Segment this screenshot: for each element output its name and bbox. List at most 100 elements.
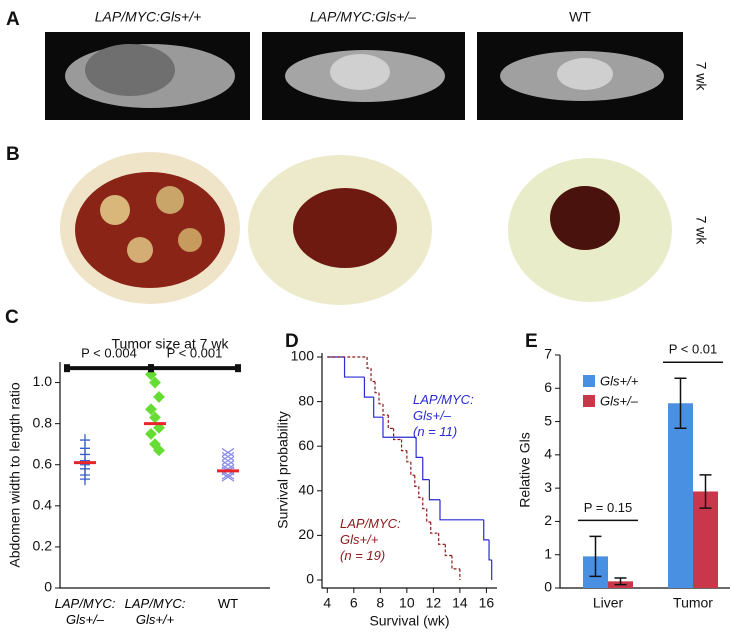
error-bar xyxy=(674,377,687,429)
data-point xyxy=(221,447,235,457)
series-label: LAP/MYC: Gls+/+ (n = 19) xyxy=(340,516,401,563)
y-tick-label: 60 xyxy=(298,437,314,453)
survival-step xyxy=(418,486,423,499)
survival-step xyxy=(370,368,376,383)
panel-letter: B xyxy=(6,144,20,165)
survival-step xyxy=(415,437,423,458)
survival-step xyxy=(366,357,372,369)
y-tick-label: 0.8 xyxy=(33,414,53,430)
data-point xyxy=(153,391,165,403)
data-point xyxy=(221,460,235,470)
y-tick-label: 5 xyxy=(544,412,552,428)
data-point xyxy=(221,456,235,466)
y-axis-label: Survival probability xyxy=(275,411,291,529)
survival-step xyxy=(430,522,439,534)
survival-step xyxy=(426,508,431,523)
data-point xyxy=(153,421,165,434)
legend-label: Gls+/– xyxy=(600,393,639,408)
bar xyxy=(668,403,693,588)
x-tick-label: 14 xyxy=(452,595,468,611)
time-label: 7 wk xyxy=(693,216,709,246)
y-tick-label: 100 xyxy=(291,348,315,364)
data-point xyxy=(145,403,157,416)
survival-step xyxy=(444,544,452,557)
x-tick-label: 10 xyxy=(399,595,415,611)
x-tick-label: 12 xyxy=(426,595,442,611)
survival-step xyxy=(343,357,365,378)
data-point xyxy=(221,472,235,482)
legend-label: Gls+/+ xyxy=(600,373,639,388)
y-tick-label: 1.0 xyxy=(33,373,53,389)
panel-letter: C xyxy=(5,307,19,328)
p-value: P = 0.15 xyxy=(584,500,633,515)
survival-step xyxy=(406,450,411,463)
x-axis-label: Survival (wk) xyxy=(369,613,449,629)
y-tick-label: 20 xyxy=(298,526,314,542)
survival-step xyxy=(374,381,380,394)
error-bar xyxy=(589,535,602,578)
series-label: LAP/MYC: Gls+/– (n = 11) xyxy=(413,392,474,439)
x-tick-label: LAP/MYC: Gls+/+ xyxy=(124,596,186,627)
y-tick-label: 6 xyxy=(544,379,552,395)
y-axis-label: Relative Gls xyxy=(517,432,533,507)
y-tick-label: 0 xyxy=(44,579,52,595)
data-point xyxy=(145,427,157,440)
legend-swatch xyxy=(583,375,595,387)
y-tick-label: 2 xyxy=(544,512,552,528)
y-tick-label: 3 xyxy=(544,479,552,495)
y-tick-label: 7 xyxy=(544,346,552,362)
x-tick-label: Liver xyxy=(593,595,624,611)
image-label: WT xyxy=(569,9,591,25)
survival-step xyxy=(422,497,427,510)
survival-step xyxy=(422,457,430,481)
survival-step xyxy=(373,397,383,418)
survival-step xyxy=(428,479,440,501)
x-tick-label: 6 xyxy=(350,595,358,611)
y-tick-label: 0 xyxy=(306,571,314,587)
survival-step xyxy=(414,475,419,487)
survival-step xyxy=(410,461,415,476)
p-value: P < 0.004 xyxy=(81,346,137,361)
survival-step xyxy=(382,417,417,438)
survival-step xyxy=(363,377,374,398)
time-label: 7 wk xyxy=(693,62,709,92)
survival-step xyxy=(387,414,394,429)
survival-step xyxy=(488,539,492,561)
bracket-end xyxy=(64,364,70,373)
x-tick-label: 8 xyxy=(376,595,384,611)
survival-step xyxy=(378,392,383,405)
image-label: LAP/MYC:Gls+/– xyxy=(310,9,416,25)
y-tick-label: 1 xyxy=(544,545,552,561)
data-point xyxy=(221,451,235,462)
tumor-photos xyxy=(60,152,672,305)
survival-step xyxy=(392,428,402,441)
y-tick-label: 0.2 xyxy=(33,538,53,554)
y-tick-label: 80 xyxy=(298,392,314,408)
x-tick-label: 16 xyxy=(479,595,495,611)
data-point xyxy=(80,473,90,486)
panel-letter: D xyxy=(285,331,299,352)
data-point xyxy=(149,376,161,389)
x-tick-label: Tumor xyxy=(673,595,713,611)
panel-letter: A xyxy=(6,9,20,30)
axis xyxy=(321,353,497,589)
survival-step xyxy=(451,555,460,570)
y-tick-label: 4 xyxy=(544,446,552,462)
x-tick-label: WT xyxy=(217,596,239,611)
data-point xyxy=(153,444,165,457)
survival-step xyxy=(400,439,407,452)
error-bar xyxy=(614,577,627,586)
bracket-end xyxy=(235,364,241,373)
y-axis-label: Abdomen width to length ratio xyxy=(7,382,23,567)
survival-step xyxy=(438,533,446,545)
axis xyxy=(59,362,270,589)
survival-step xyxy=(483,519,490,541)
y-tick-label: 40 xyxy=(298,482,314,498)
error-bar xyxy=(699,474,712,509)
p-value: P < 0.001 xyxy=(167,346,223,361)
x-tick-label: LAP/MYC: Gls+/– xyxy=(54,596,116,627)
image-label: LAP/MYC:Gls+/+ xyxy=(95,9,202,25)
legend-swatch xyxy=(583,395,595,407)
